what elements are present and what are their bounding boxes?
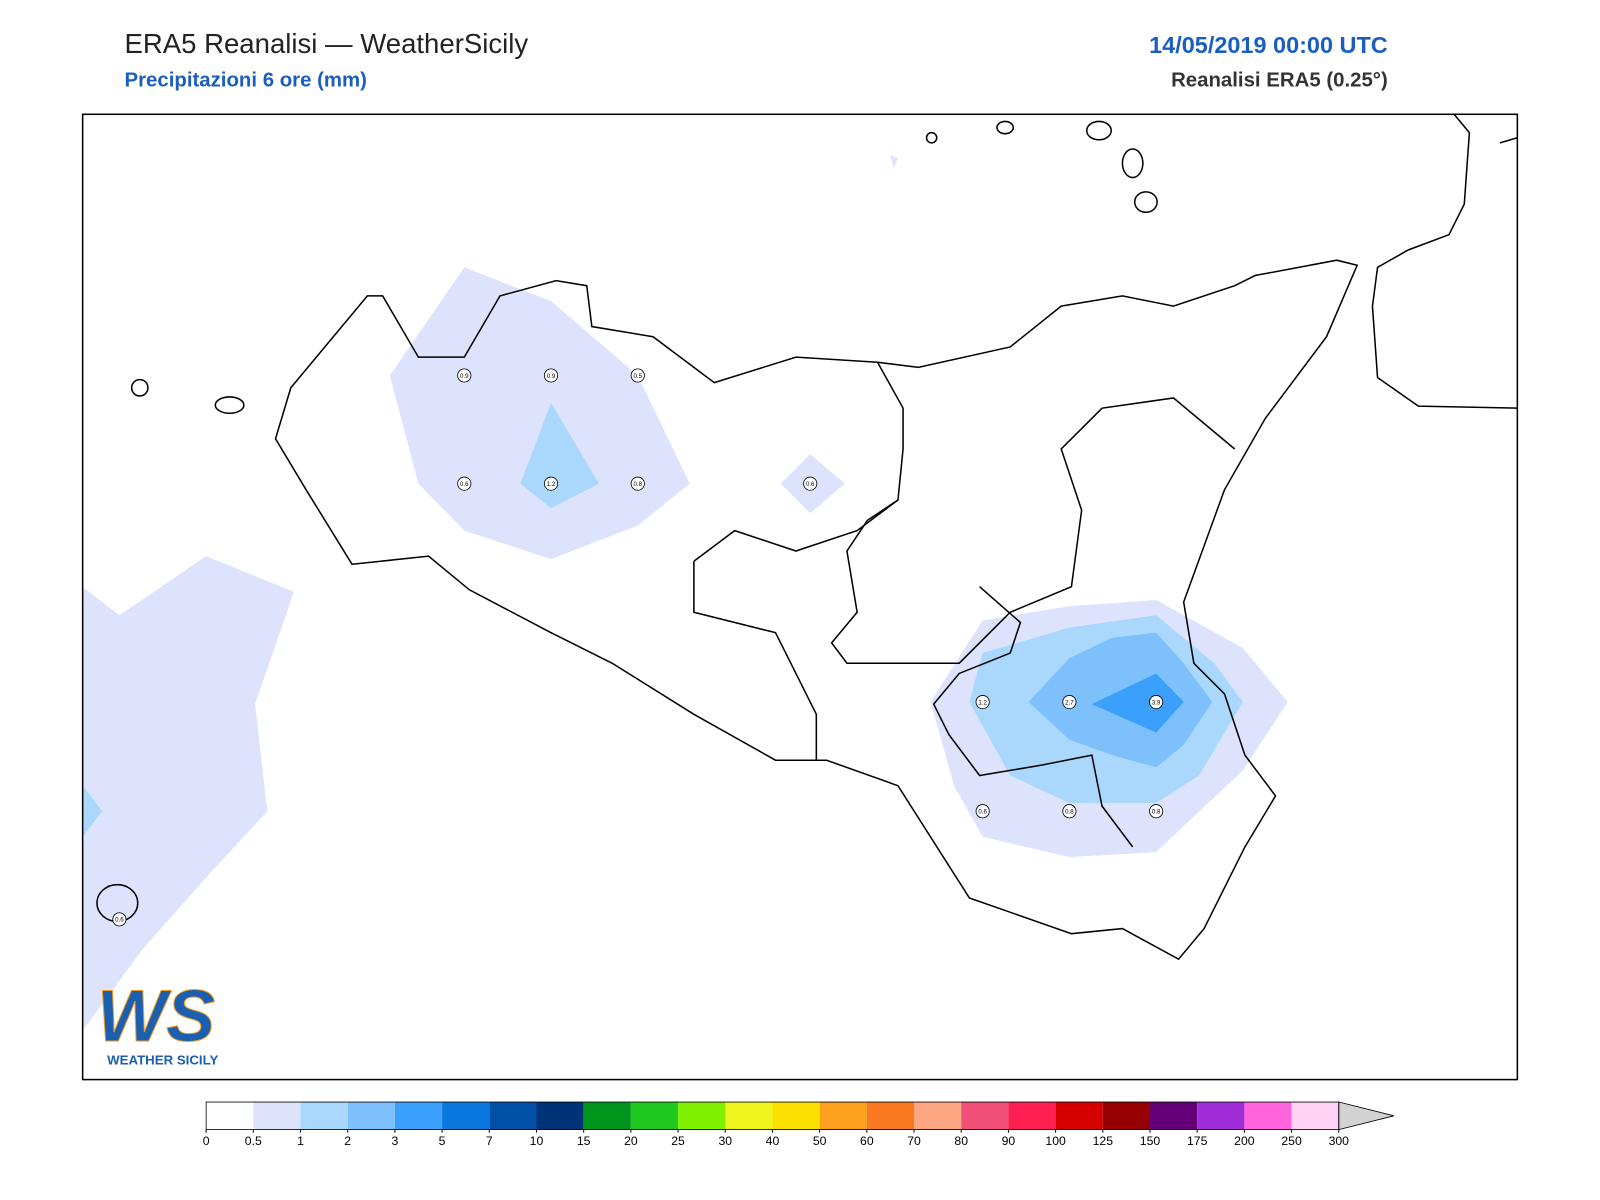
station-value: 0.8 xyxy=(1152,808,1161,815)
colorbar-segment xyxy=(1008,1102,1056,1130)
colorbar-tick-label: 5 xyxy=(439,1134,446,1148)
station-marker xyxy=(457,476,472,491)
colorbar-extension xyxy=(1338,1101,1394,1131)
station-marker xyxy=(112,912,127,927)
subtitle: Precipitazioni 6 ore (mm) xyxy=(124,70,366,92)
colorbar-segment xyxy=(536,1102,584,1130)
colorbar-tick-label: 40 xyxy=(766,1134,780,1148)
map: 0.9 0.9 0.5 0.6 1.2 0.8 0.6 1.2 2.7 3.9 0.6 0.8 0.8 0… xyxy=(81,113,1519,1081)
colorbar-segment xyxy=(347,1102,395,1130)
station-marker xyxy=(543,476,559,491)
colorbar: 0 0.5 1 2 3 5 7 10 15 20 25 30 40 50 60 70 80 90 100 125 150… xyxy=(203,1101,1394,1148)
colorbar-tick-label: 80 xyxy=(954,1134,968,1148)
station-value: 0.8 xyxy=(634,481,643,488)
station-marker xyxy=(1062,695,1077,710)
colorbar-segment xyxy=(583,1102,631,1130)
colorbar-tick-label: 70 xyxy=(907,1134,921,1148)
source: Reanalisi ERA5 (0.25°) xyxy=(1171,70,1388,92)
station-value: 3.9 xyxy=(1152,699,1161,706)
station-marker xyxy=(803,476,818,491)
colorbar-tick-label: 200 xyxy=(1234,1134,1255,1148)
colorbar-segment xyxy=(1244,1102,1292,1130)
station-value: 0.6 xyxy=(115,917,124,924)
station-marker xyxy=(1062,804,1077,819)
colorbar-tick-label: 300 xyxy=(1329,1134,1350,1148)
station-value: 0.6 xyxy=(460,481,469,488)
precip-shading xyxy=(82,155,1288,1031)
colorbar-tick-label: 30 xyxy=(718,1134,732,1148)
colorbar-segment xyxy=(1291,1102,1339,1130)
colorbar-tick-label: 15 xyxy=(577,1134,591,1148)
station-marker xyxy=(1149,804,1164,819)
logo-mark: WS xyxy=(97,974,215,1057)
colorbar-segment xyxy=(442,1102,490,1130)
colorbar-tick-label: 250 xyxy=(1281,1134,1302,1148)
colorbar-tick-label: 0 xyxy=(203,1134,210,1148)
colorbar-tick-label: 50 xyxy=(813,1134,827,1148)
colorbar-segment xyxy=(253,1102,301,1130)
colorbar-tick-label: 10 xyxy=(530,1134,544,1148)
colorbar-segment xyxy=(206,1102,254,1130)
colorbar-tick-label: 175 xyxy=(1187,1134,1208,1148)
colorbar-tick-label: 90 xyxy=(1002,1134,1016,1148)
colorbar-segment xyxy=(630,1102,679,1130)
station-value: 0.6 xyxy=(806,481,815,488)
colorbar-tick-label: 3 xyxy=(391,1134,398,1148)
station-marker xyxy=(975,695,990,710)
colorbar-segment xyxy=(489,1102,537,1130)
station-value: 0.5 xyxy=(634,373,643,380)
colorbar-segment xyxy=(1102,1102,1150,1130)
colorbar-segment xyxy=(914,1102,962,1130)
title: ERA5 Reanalisi — WeatherSicily xyxy=(124,28,528,59)
coastline xyxy=(96,114,1518,961)
colorbar-segment xyxy=(1055,1102,1103,1130)
colorbar-segment xyxy=(772,1102,820,1130)
colorbar-tick-label: 0.5 xyxy=(245,1134,262,1148)
station-value: 0.8 xyxy=(1065,808,1074,815)
station-value: 1.2 xyxy=(547,481,556,488)
colorbar-segment xyxy=(725,1102,773,1130)
station-value: 0.9 xyxy=(547,373,556,380)
colorbar-segment xyxy=(866,1102,915,1130)
station-marker xyxy=(630,368,645,383)
colorbar-tick-label: 100 xyxy=(1045,1134,1066,1148)
colorbar-segment xyxy=(394,1102,443,1130)
colorbar-tick-label: 25 xyxy=(671,1134,685,1148)
colorbar-tick-label: 20 xyxy=(624,1134,638,1148)
datetime: 14/05/2019 00:00 UTC xyxy=(1149,32,1388,58)
station-marker xyxy=(1149,695,1164,710)
colorbar-tick-label: 60 xyxy=(860,1134,874,1148)
colorbar-tick-label: 7 xyxy=(486,1134,493,1148)
colorbar-segment xyxy=(678,1102,726,1130)
station-marker xyxy=(975,804,990,819)
colorbar-segment xyxy=(819,1102,867,1130)
station-marker xyxy=(457,368,472,383)
station-value: 1.2 xyxy=(978,699,987,706)
colorbar-segment xyxy=(1197,1102,1245,1130)
colorbar-segment xyxy=(1150,1102,1198,1130)
colorbar-tick-label: 2 xyxy=(344,1134,351,1148)
logo: WS WEATHER SICILY xyxy=(96,973,218,1067)
colorbar-tick-label: 1 xyxy=(297,1134,304,1148)
station-value: 2.7 xyxy=(1065,699,1074,706)
station-value: 0.9 xyxy=(460,373,469,380)
colorbar-tick-label: 150 xyxy=(1140,1134,1161,1148)
map-frame xyxy=(81,113,1519,1081)
station-marker xyxy=(543,368,559,383)
colorbar-tick-label: 125 xyxy=(1093,1134,1114,1148)
colorbar-segment xyxy=(961,1102,1009,1130)
station-value: 0.6 xyxy=(978,808,987,815)
colorbar-segment xyxy=(300,1102,348,1130)
station-marker xyxy=(630,476,645,491)
logo-text: WEATHER SICILY xyxy=(107,1052,218,1067)
